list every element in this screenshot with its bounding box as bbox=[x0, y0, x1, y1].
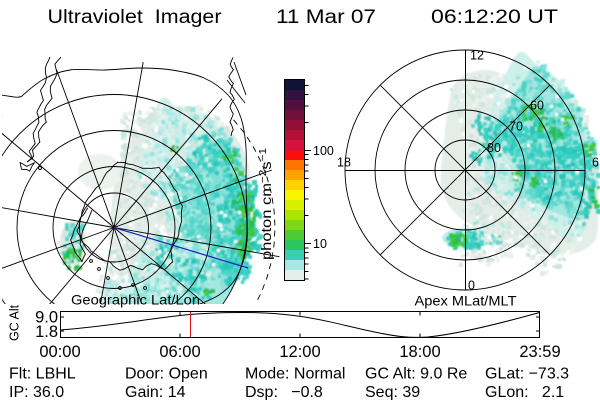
svg-text:11 Mar 07: 11 Mar 07 bbox=[276, 7, 376, 28]
svg-text:10: 10 bbox=[313, 237, 327, 251]
svg-text:Ultraviolet Imager: Ultraviolet Imager bbox=[48, 7, 223, 28]
svg-text:06:12:20 UT: 06:12:20 UT bbox=[431, 7, 558, 28]
svg-text:photon cm−2s−1: photon cm−2s−1 bbox=[258, 147, 274, 260]
svg-text:100: 100 bbox=[313, 144, 334, 158]
